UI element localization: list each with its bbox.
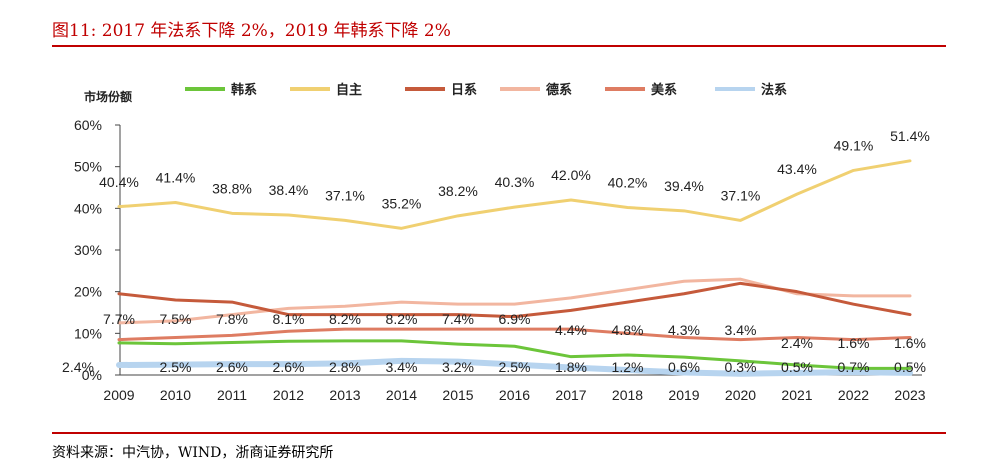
x-tick-label: 2012 bbox=[273, 387, 304, 403]
series-line bbox=[117, 281, 912, 319]
series-line bbox=[117, 159, 912, 230]
data-label: 38.8% bbox=[212, 180, 252, 196]
series-line bbox=[117, 327, 912, 342]
x-tick-label: 2018 bbox=[612, 387, 643, 403]
data-label: 40.2% bbox=[608, 175, 648, 191]
series-line bbox=[116, 357, 913, 377]
series-line bbox=[117, 339, 912, 370]
data-label: 49.1% bbox=[834, 137, 874, 153]
data-label: 2.5% bbox=[160, 359, 192, 375]
x-tick-label: 2017 bbox=[555, 387, 586, 403]
data-label: 39.4% bbox=[664, 178, 704, 194]
legend-label: 美系 bbox=[651, 82, 677, 98]
y-tick-label: 50% bbox=[74, 159, 102, 175]
legend-label: 韩系 bbox=[231, 82, 257, 98]
x-tick-label: 2022 bbox=[838, 387, 869, 403]
data-label: 0.7% bbox=[838, 359, 870, 375]
data-label: 4.4% bbox=[555, 322, 587, 338]
data-label: 38.4% bbox=[269, 182, 309, 198]
y-tick-label: 40% bbox=[74, 200, 102, 216]
figure-title: 图11: 2017 年法系下降 2%，2019 年韩系下降 2% bbox=[52, 21, 451, 41]
legend-label: 法系 bbox=[761, 82, 787, 98]
legend-label: 德系 bbox=[546, 82, 572, 98]
data-label: 4.8% bbox=[612, 322, 644, 338]
data-label: 6.9% bbox=[499, 311, 531, 327]
top-rule bbox=[52, 45, 946, 47]
data-label: 0.5% bbox=[781, 359, 813, 375]
data-label: 37.1% bbox=[721, 187, 761, 203]
x-tick-label: 2021 bbox=[781, 387, 812, 403]
data-label: 2.6% bbox=[273, 359, 305, 375]
data-label: 40.3% bbox=[495, 174, 535, 190]
data-label: 40.4% bbox=[99, 174, 139, 190]
data-label: 51.4% bbox=[890, 128, 930, 144]
data-label: 3.4% bbox=[386, 359, 418, 375]
data-label: 37.1% bbox=[325, 187, 365, 203]
data-label: 42.0% bbox=[551, 167, 591, 183]
source-note: 资料来源：中汽协，WIND，浙商证券研究所 bbox=[52, 445, 334, 461]
data-label: 8.2% bbox=[386, 311, 418, 327]
legend-label: 日系 bbox=[451, 82, 477, 98]
y-axis-label: 市场份额 bbox=[84, 89, 132, 104]
data-label: 2.4% bbox=[781, 335, 813, 351]
y-tick-label: 20% bbox=[74, 284, 102, 300]
legend-label: 自主 bbox=[336, 82, 362, 98]
data-label: 43.4% bbox=[777, 161, 817, 177]
x-tick-label: 2014 bbox=[386, 387, 417, 403]
data-label: 8.2% bbox=[329, 311, 361, 327]
x-tick-label: 2013 bbox=[329, 387, 360, 403]
y-tick-label: 0% bbox=[82, 367, 102, 383]
y-tick-label: 30% bbox=[74, 242, 102, 258]
data-label: 0.5% bbox=[894, 359, 926, 375]
data-label: 1.2% bbox=[612, 359, 644, 375]
data-label: 4.3% bbox=[668, 322, 700, 338]
data-label: 38.2% bbox=[438, 183, 478, 199]
data-label: 7.5% bbox=[160, 311, 192, 327]
data-label: 41.4% bbox=[156, 170, 196, 186]
x-tick-label: 2010 bbox=[160, 387, 191, 403]
data-label: 2.4% bbox=[62, 359, 94, 375]
data-label: 2.8% bbox=[329, 359, 361, 375]
data-label: 3.2% bbox=[442, 359, 474, 375]
x-tick-label: 2020 bbox=[725, 387, 756, 403]
data-label: 35.2% bbox=[382, 195, 422, 211]
data-label: 2.6% bbox=[216, 359, 248, 375]
data-label: 7.8% bbox=[216, 311, 248, 327]
data-label: 1.6% bbox=[894, 335, 926, 351]
x-tick-label: 2019 bbox=[668, 387, 699, 403]
x-tick-label: 2023 bbox=[894, 387, 925, 403]
data-label: 7.4% bbox=[442, 311, 474, 327]
data-label: 8.1% bbox=[273, 311, 305, 327]
x-tick-label: 2009 bbox=[103, 387, 134, 403]
x-tick-label: 2011 bbox=[217, 387, 247, 403]
data-label: 1.8% bbox=[555, 359, 587, 375]
data-label: 7.7% bbox=[103, 311, 135, 327]
x-tick-label: 2015 bbox=[442, 387, 473, 403]
data-label: 0.6% bbox=[668, 359, 700, 375]
bottom-rule bbox=[52, 432, 946, 434]
y-tick-label: 10% bbox=[74, 325, 102, 341]
y-tick-label: 60% bbox=[74, 117, 102, 133]
data-label: 2.5% bbox=[499, 359, 531, 375]
x-tick-label: 2016 bbox=[499, 387, 530, 403]
data-label: 1.6% bbox=[838, 335, 870, 351]
data-label: 3.4% bbox=[725, 322, 757, 338]
data-label: 0.3% bbox=[725, 359, 757, 375]
